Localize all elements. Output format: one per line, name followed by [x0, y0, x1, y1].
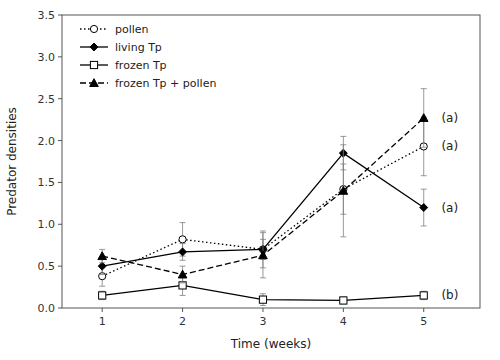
point	[179, 282, 186, 289]
tick	[58, 140, 62, 141]
error-cap	[180, 222, 186, 223]
error-bar	[180, 223, 186, 256]
tick	[58, 224, 62, 225]
error-bar	[260, 294, 266, 306]
tick-label: 0.0	[38, 302, 56, 315]
point	[179, 248, 187, 256]
legend-label: living Tp	[115, 41, 162, 54]
point	[259, 296, 266, 303]
tick-label: 4	[340, 315, 347, 328]
legend-label: pollen	[115, 23, 149, 36]
tick	[262, 308, 263, 312]
series	[99, 275, 428, 305]
point	[178, 270, 187, 278]
x-axis-label: Time (weeks)	[230, 337, 311, 351]
tick	[58, 266, 62, 267]
error-cap	[99, 249, 105, 250]
error-cap	[260, 277, 266, 278]
error-cap	[421, 189, 427, 190]
point	[179, 236, 186, 243]
tick	[58, 98, 62, 99]
error-cap	[340, 144, 346, 145]
error-bar	[340, 297, 346, 304]
tick	[423, 308, 424, 312]
error-bar	[421, 189, 427, 226]
legend-label: frozen Tp	[115, 59, 167, 72]
tick	[58, 56, 62, 57]
tick	[182, 308, 183, 312]
annotation: (a)	[441, 139, 458, 153]
tick	[343, 308, 344, 312]
point	[339, 186, 348, 194]
point	[420, 204, 428, 212]
error-cap	[421, 147, 427, 148]
legend: pollen living Tp frozen Tp frozen Tp + poll…	[80, 23, 216, 90]
series-line	[102, 146, 424, 276]
annotation: (b)	[441, 288, 458, 302]
tick	[102, 308, 103, 312]
legend-marker	[90, 79, 99, 87]
point	[98, 252, 107, 260]
tick-label: 1	[99, 315, 106, 328]
error-cap	[180, 243, 186, 244]
tick-label: 1.0	[38, 218, 56, 231]
series	[98, 89, 428, 283]
error-cap	[421, 225, 427, 226]
tick-label: 3.0	[38, 51, 56, 64]
point	[419, 114, 428, 122]
point	[340, 297, 347, 304]
tick-label: 2.5	[38, 93, 56, 106]
tick	[58, 182, 62, 183]
error-cap	[260, 230, 266, 231]
error-cap	[260, 293, 266, 294]
error-cap	[260, 232, 266, 233]
error-bar	[180, 244, 186, 261]
point	[420, 292, 427, 299]
series-line	[102, 118, 424, 275]
error-cap	[180, 282, 186, 283]
error-cap	[421, 175, 427, 176]
legend-label: frozen Tp + pollen	[115, 77, 216, 90]
plot-frame	[62, 15, 480, 308]
error-cap	[340, 236, 346, 237]
legend-marker	[90, 25, 97, 32]
error-bar	[99, 291, 105, 299]
legend-marker	[90, 61, 97, 68]
error-bar	[421, 291, 427, 299]
error-cap	[260, 305, 266, 306]
tick	[58, 15, 62, 16]
plot-area	[98, 89, 428, 306]
point	[98, 262, 106, 270]
series	[98, 136, 427, 274]
tick-label: 3.5	[38, 9, 56, 22]
tick-label: 0.5	[38, 260, 56, 273]
tick-label: 5	[420, 315, 427, 328]
point	[259, 251, 268, 259]
tick-label: 2.0	[38, 135, 56, 148]
tick-label: 1.5	[38, 176, 56, 189]
annotation: (a)	[441, 111, 458, 125]
legend-marker	[90, 43, 98, 51]
y-axis-label: Predator densities	[5, 107, 19, 216]
error-cap	[99, 286, 105, 287]
error-cap	[180, 295, 186, 296]
point	[99, 292, 106, 299]
error-cap	[421, 88, 427, 89]
error-cap	[340, 136, 346, 137]
error-cap	[180, 260, 186, 261]
tick-label: 3	[259, 315, 266, 328]
chart: 0.0 0.5 1.0 1.5 2.0 2.5 3.0 3.5 1 2 3 4 5 Time (weeks…	[0, 0, 500, 360]
tick-label: 2	[179, 315, 186, 328]
tick	[58, 308, 62, 309]
error-cap	[180, 266, 186, 267]
series	[99, 117, 428, 286]
error-cap	[99, 274, 105, 275]
error-cap	[99, 262, 105, 263]
annotation: (a)	[441, 201, 458, 215]
